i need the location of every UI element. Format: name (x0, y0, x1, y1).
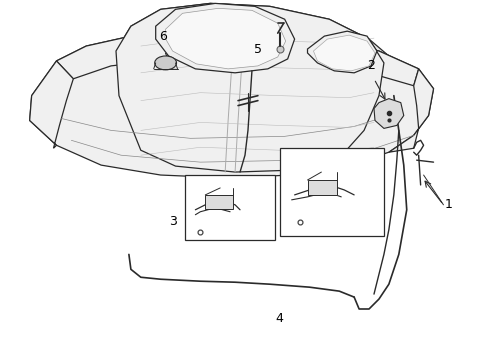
Polygon shape (30, 61, 73, 148)
Text: 2: 2 (366, 59, 374, 72)
Bar (185, 175, 274, 239)
Polygon shape (373, 99, 403, 129)
Text: 6: 6 (159, 30, 166, 42)
Polygon shape (96, 3, 393, 175)
Polygon shape (388, 69, 433, 152)
Polygon shape (30, 31, 433, 178)
Ellipse shape (154, 56, 176, 70)
Polygon shape (56, 31, 418, 86)
Polygon shape (116, 3, 383, 172)
Polygon shape (164, 8, 285, 69)
Text: 3: 3 (168, 215, 176, 228)
Text: 4: 4 (275, 312, 283, 325)
Text: 5: 5 (253, 42, 262, 55)
Polygon shape (313, 35, 374, 71)
Bar (279, 148, 383, 235)
Polygon shape (155, 3, 294, 73)
Polygon shape (307, 31, 376, 73)
Bar (307, 180, 337, 195)
Text: 1: 1 (444, 198, 451, 211)
Bar (205, 195, 233, 209)
